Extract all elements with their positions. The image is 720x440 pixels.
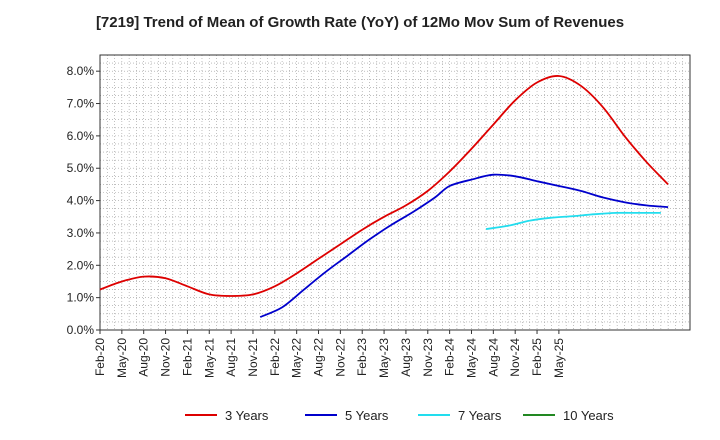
y-tick-label: 8.0% (67, 64, 95, 78)
chart-title: [7219] Trend of Mean of Growth Rate (YoY… (95, 14, 625, 31)
x-tick-label: Nov-23 (421, 338, 435, 377)
x-tick-label: Feb-22 (268, 338, 282, 376)
legend-label-3-years: 3 Years (225, 408, 269, 423)
series-line-5-years (259, 173, 669, 318)
x-tick-label: Aug-24 (486, 338, 500, 377)
x-tick-label: Aug-23 (399, 338, 413, 377)
series-line-7-years (485, 211, 661, 230)
x-tick-label: Nov-22 (333, 338, 347, 377)
x-tick-label: Aug-22 (312, 338, 326, 377)
y-tick-label: 5.0% (67, 161, 95, 175)
y-tick-label: 7.0% (67, 97, 95, 111)
x-tick-label: Feb-21 (180, 338, 194, 376)
x-tick-label: May-23 (377, 338, 391, 378)
x-tick-label: Feb-24 (443, 338, 457, 376)
y-tick-label: 2.0% (67, 258, 95, 272)
x-tick-label: May-24 (464, 338, 478, 378)
x-tick-label: Feb-20 (93, 338, 107, 376)
legend-label-7-years: 7 Years (458, 408, 502, 423)
x-tick-label: Nov-24 (508, 338, 522, 377)
x-tick-label: May-22 (290, 338, 304, 378)
y-tick-label: 3.0% (67, 226, 95, 240)
x-tick-label: Feb-25 (530, 338, 544, 376)
x-tick-label: Aug-20 (137, 338, 151, 377)
x-tick-label: Nov-21 (246, 338, 260, 377)
x-tick-label: Nov-20 (159, 338, 173, 377)
y-tick-label: 1.0% (67, 291, 95, 305)
y-tick-label: 0.0% (67, 323, 95, 337)
legend-label-10-years: 10 Years (563, 408, 614, 423)
legend-label-5-years: 5 Years (345, 408, 389, 423)
x-tick-label: May-25 (552, 338, 566, 378)
plot-frame (99, 54, 691, 331)
x-tick-label: Feb-23 (355, 338, 369, 376)
y-tick-label: 4.0% (67, 194, 95, 208)
x-tick-label: May-21 (202, 338, 216, 378)
series-line-3-years (99, 75, 669, 297)
x-tick-label: Aug-21 (224, 338, 238, 377)
x-tick-label: May-20 (115, 338, 129, 378)
y-tick-label: 6.0% (67, 129, 95, 143)
